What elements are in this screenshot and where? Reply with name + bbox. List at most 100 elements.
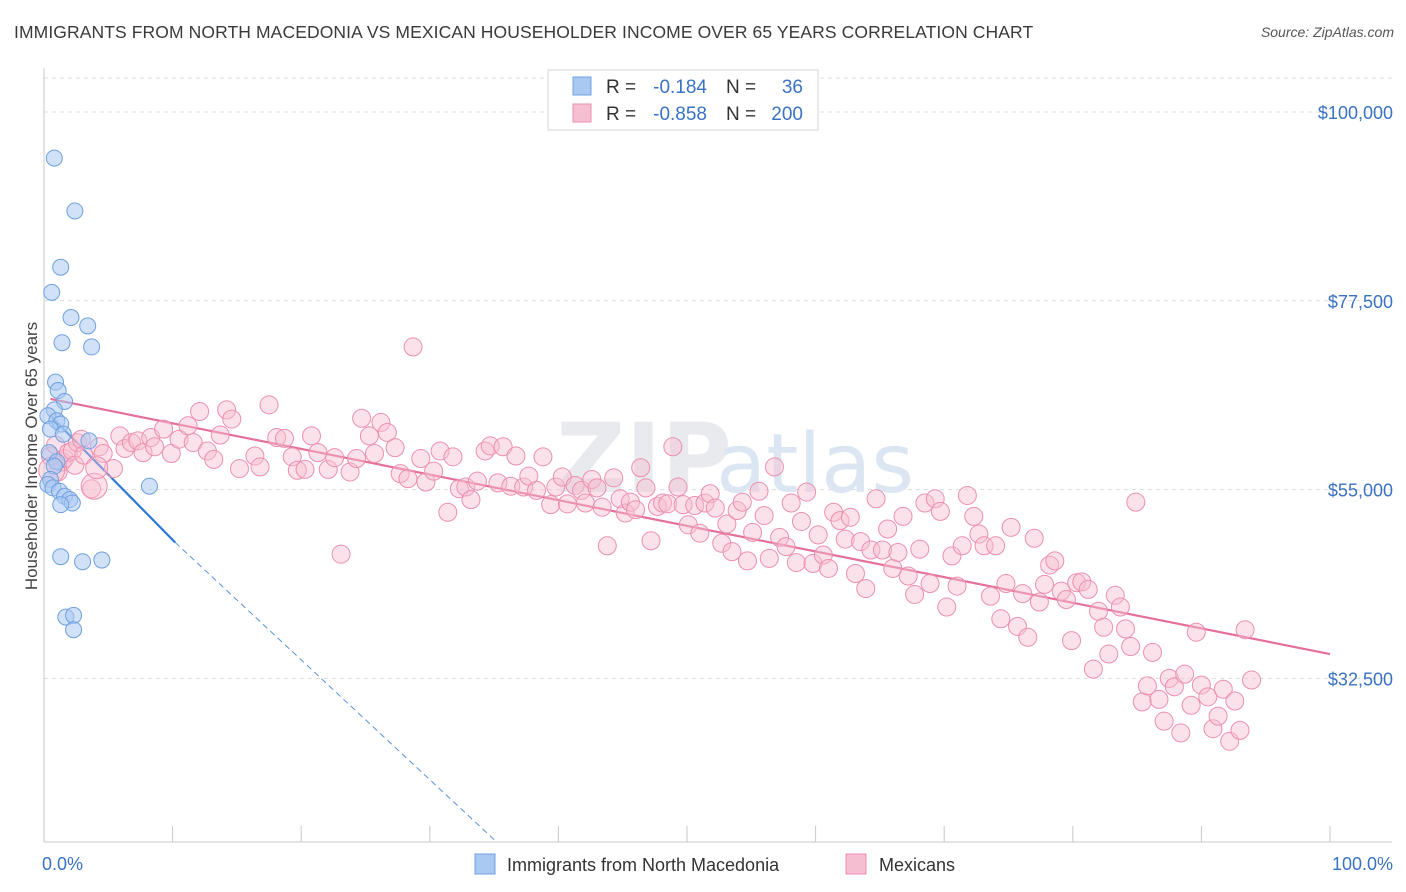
data-point-mexicans	[1235, 620, 1255, 640]
data-point-mexicans	[732, 492, 752, 512]
data-point-mexicans	[1149, 689, 1169, 709]
data-point-mexicans	[781, 493, 801, 513]
data-point-mexicans	[403, 337, 423, 357]
data-point-mexicans	[1154, 711, 1174, 731]
data-point-mexicans	[592, 497, 612, 517]
data-point-mexicans	[1230, 720, 1250, 740]
data-point-mexicans	[808, 525, 828, 545]
data-point-north-macedonia	[93, 551, 111, 569]
data-point-mexicans	[456, 477, 476, 497]
data-point-mexicans	[1213, 679, 1233, 699]
data-point-mexicans	[514, 477, 534, 497]
x-tick-label: 0.0%	[42, 854, 83, 874]
data-point-mexicans	[770, 527, 790, 547]
data-point-mexicans	[533, 447, 553, 467]
data-point-mexicans	[103, 459, 123, 479]
chart-title: IMMIGRANTS FROM NORTH MACEDONIA VS MEXIC…	[14, 22, 1034, 42]
data-point-mexicans	[754, 506, 774, 526]
data-point-mexicans	[416, 472, 436, 492]
y-tick-label: $55,000	[1328, 481, 1393, 501]
data-point-mexicans	[835, 529, 855, 549]
data-point-mexicans	[359, 426, 379, 446]
data-point-mexicans	[1181, 695, 1201, 715]
data-point-mexicans	[204, 449, 224, 469]
bottom-legend: Immigrants from North Macedonia Mexicans	[474, 853, 955, 875]
legend-n-label: N =	[726, 77, 756, 98]
data-point-mexicans	[991, 609, 1011, 629]
data-point-mexicans	[352, 408, 372, 428]
data-point-mexicans	[565, 475, 585, 495]
data-point-mexicans	[759, 548, 779, 568]
data-point-mexicans	[1208, 706, 1228, 726]
data-point-mexicans	[424, 461, 444, 481]
data-point-mexicans	[331, 544, 351, 564]
legend: R = -0.184 N = 36 R = -0.858 N = 200	[547, 69, 819, 131]
data-point-mexicans	[1186, 622, 1206, 642]
data-point-mexicans	[952, 536, 972, 556]
bottom-legend-swatch-north-macedonia	[474, 853, 496, 875]
data-point-mexicans	[1121, 636, 1141, 656]
data-point-mexicans	[1171, 723, 1191, 743]
data-point-mexicans	[210, 425, 230, 445]
grid-lines	[44, 77, 1392, 679]
data-point-mexicans	[631, 458, 651, 478]
data-point-mexicans	[905, 584, 925, 604]
data-point-mexicans	[1143, 642, 1163, 662]
data-point-mexicans	[217, 400, 237, 420]
data-point-mexicans	[267, 428, 287, 448]
data-point-mexicans	[636, 478, 656, 498]
data-point-mexicans	[287, 460, 307, 480]
data-point-mexicans	[872, 540, 892, 560]
data-point-north-macedonia	[66, 202, 84, 220]
data-point-mexicans	[695, 493, 715, 513]
data-point-mexicans	[183, 433, 203, 453]
data-point-mexicans	[506, 446, 526, 466]
legend-r-value: -0.858	[653, 104, 707, 125]
legend-swatch	[572, 76, 592, 96]
legend-n-label: N =	[726, 104, 756, 125]
data-point-mexicans	[1062, 631, 1082, 651]
data-point-mexicans	[133, 443, 153, 463]
data-point-mexicans	[1191, 675, 1211, 695]
data-point-mexicans	[1001, 517, 1021, 537]
data-point-north-macedonia	[140, 477, 158, 495]
data-point-mexicans	[411, 449, 431, 469]
data-point-mexicans	[851, 532, 871, 552]
data-point-mexicans	[541, 495, 561, 515]
data-point-mexicans	[377, 423, 397, 443]
data-point-mexicans	[1132, 692, 1152, 712]
data-point-mexicans	[925, 489, 945, 509]
bottom-legend-swatch-mexicans	[845, 853, 867, 875]
data-point-mexicans	[626, 500, 646, 520]
data-point-mexicans	[1225, 691, 1245, 711]
data-point-mexicans	[866, 489, 886, 509]
data-point-mexicans	[830, 511, 850, 531]
data-point-mexicans	[527, 480, 547, 500]
data-point-mexicans	[93, 443, 113, 463]
data-point-mexicans	[274, 428, 294, 448]
data-point-mexicans	[743, 522, 763, 542]
data-point-mexicans	[85, 456, 109, 480]
data-point-mexicans	[190, 402, 210, 422]
data-point-north-macedonia	[65, 621, 83, 639]
data-point-mexicans	[722, 542, 742, 562]
x-tick-label: 100.0%	[1332, 854, 1393, 874]
legend-r-label: R =	[606, 104, 636, 125]
data-point-mexicans	[154, 419, 174, 439]
data-point-mexicans	[942, 546, 962, 566]
data-point-mexicans	[178, 416, 198, 436]
data-point-mexicans	[915, 493, 935, 513]
data-point-north-macedonia	[80, 432, 98, 450]
data-point-mexicans	[493, 437, 513, 457]
data-point-mexicans	[1089, 601, 1109, 621]
data-point-mexicans	[587, 478, 607, 498]
data-point-mexicans	[818, 558, 838, 578]
data-point-mexicans	[888, 543, 908, 562]
data-point-mexicans	[449, 479, 469, 499]
data-point-north-macedonia	[52, 548, 70, 566]
data-point-mexicans	[749, 481, 769, 501]
data-point-mexicans	[1056, 589, 1076, 609]
data-point-mexicans	[1116, 619, 1136, 639]
data-point-mexicans	[1175, 664, 1195, 684]
data-point-mexicans	[1126, 492, 1146, 512]
